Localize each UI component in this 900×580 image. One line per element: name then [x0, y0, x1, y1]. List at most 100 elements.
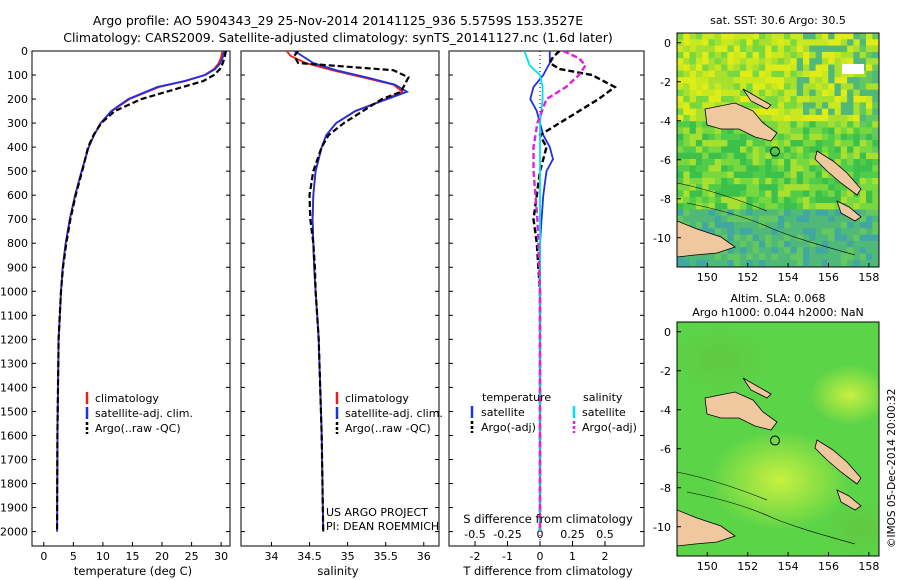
sst-cell [815, 234, 823, 242]
sst-cell [859, 228, 867, 235]
sst-cell [721, 45, 728, 53]
sst-cell [746, 45, 753, 53]
sst-cell [872, 253, 879, 261]
map-y-tick-label: -10 [653, 521, 671, 534]
sst-cell [727, 133, 734, 141]
t-difference-label: T difference from climatology [462, 564, 633, 578]
sst-cell [809, 51, 816, 59]
sst-cell [828, 140, 835, 147]
sst-cell [746, 64, 753, 72]
sst-cell [784, 102, 791, 109]
sst-cell [809, 190, 816, 198]
sst-cell [859, 96, 867, 103]
land-mass-bougainville [814, 439, 862, 485]
sst-cell [771, 51, 779, 59]
sst-cell [821, 83, 829, 90]
sst-cell [853, 45, 860, 53]
sst-cell [752, 253, 760, 261]
sst-cell [790, 96, 797, 103]
sst-cell [828, 228, 835, 235]
sst-cell [828, 133, 835, 141]
sst-cell [853, 33, 860, 40]
sst-cell [809, 39, 816, 46]
sst-cell [809, 121, 816, 128]
land-mass-solomons [836, 200, 862, 222]
sst-cell [866, 83, 873, 90]
sst-cell [777, 234, 785, 242]
x-tick-label: 20 [155, 550, 169, 563]
sst-cell [758, 96, 766, 103]
sst-cell [721, 209, 728, 216]
sst-cell [689, 190, 697, 198]
sst-cell [714, 228, 722, 235]
sst-cell [708, 146, 716, 153]
sst-cell [790, 102, 797, 109]
sst-cell [866, 102, 873, 109]
sst-cell [683, 209, 690, 216]
sst-cell [689, 215, 697, 223]
sst-cell [878, 33, 879, 40]
sst-cell [721, 83, 728, 90]
sst-cell [840, 247, 848, 254]
sst-cell [840, 51, 848, 59]
salinity-x-axis: 34 34.5 35 35.5 36 [264, 542, 431, 563]
sst-cell [878, 234, 879, 242]
sst-cell [733, 184, 741, 191]
sst-cell [677, 51, 684, 59]
sst-cell [790, 240, 797, 248]
sst-cell [878, 39, 879, 46]
sst-cell [866, 96, 873, 103]
sst-cell [714, 215, 722, 223]
sst-cell [777, 108, 785, 116]
sst-cell [809, 64, 816, 72]
sst-cell [683, 184, 690, 191]
sst-cell [840, 58, 848, 65]
sst-cell [727, 247, 734, 254]
sst-cell [872, 102, 879, 109]
sst-cell [740, 33, 747, 40]
sst-map-frame [676, 32, 880, 268]
sst-cell [853, 203, 860, 210]
sst-cell [809, 114, 816, 122]
sst-cell [878, 133, 879, 141]
sst-cell [708, 152, 716, 160]
land-mass-new-britain [704, 391, 778, 431]
sst-cell [683, 146, 690, 153]
sst-cell [752, 83, 760, 90]
sst-cell [815, 240, 823, 248]
sst-cell [840, 108, 848, 116]
sst-cell [708, 77, 716, 84]
sst-cell [714, 45, 722, 53]
sst-cell [866, 140, 873, 147]
sst-cell [784, 114, 791, 122]
sst-cell [809, 45, 816, 53]
land-mass-new-guinea [677, 220, 736, 258]
sst-cell [721, 140, 728, 147]
sst-cell [840, 215, 848, 223]
x-tick-label: 0 [40, 550, 47, 563]
series-line-black [56, 51, 227, 532]
sst-cell [796, 240, 804, 248]
sst-cell [866, 114, 873, 122]
sst-cell [859, 215, 867, 223]
sst-cell [803, 45, 810, 53]
sst-cell [765, 152, 772, 160]
sst-cell [872, 228, 879, 235]
depth-tick-label: 1900 [0, 502, 28, 515]
sst-cell [853, 247, 860, 254]
sst-cell [790, 152, 797, 160]
sst-cell [803, 33, 810, 40]
sst-cell [784, 259, 791, 267]
sst-cell [878, 45, 879, 53]
sst-cell [809, 159, 816, 166]
sst-cell [695, 70, 703, 78]
sst-cell [689, 108, 697, 116]
sst-cell [771, 64, 779, 72]
sst-cell [740, 89, 747, 97]
sst-cell [878, 228, 879, 235]
sst-cell [677, 33, 684, 40]
sst-cell [853, 259, 860, 267]
sst-cell [733, 171, 741, 179]
depth-tick-label: 800 [7, 237, 28, 250]
sst-cell [771, 140, 779, 147]
